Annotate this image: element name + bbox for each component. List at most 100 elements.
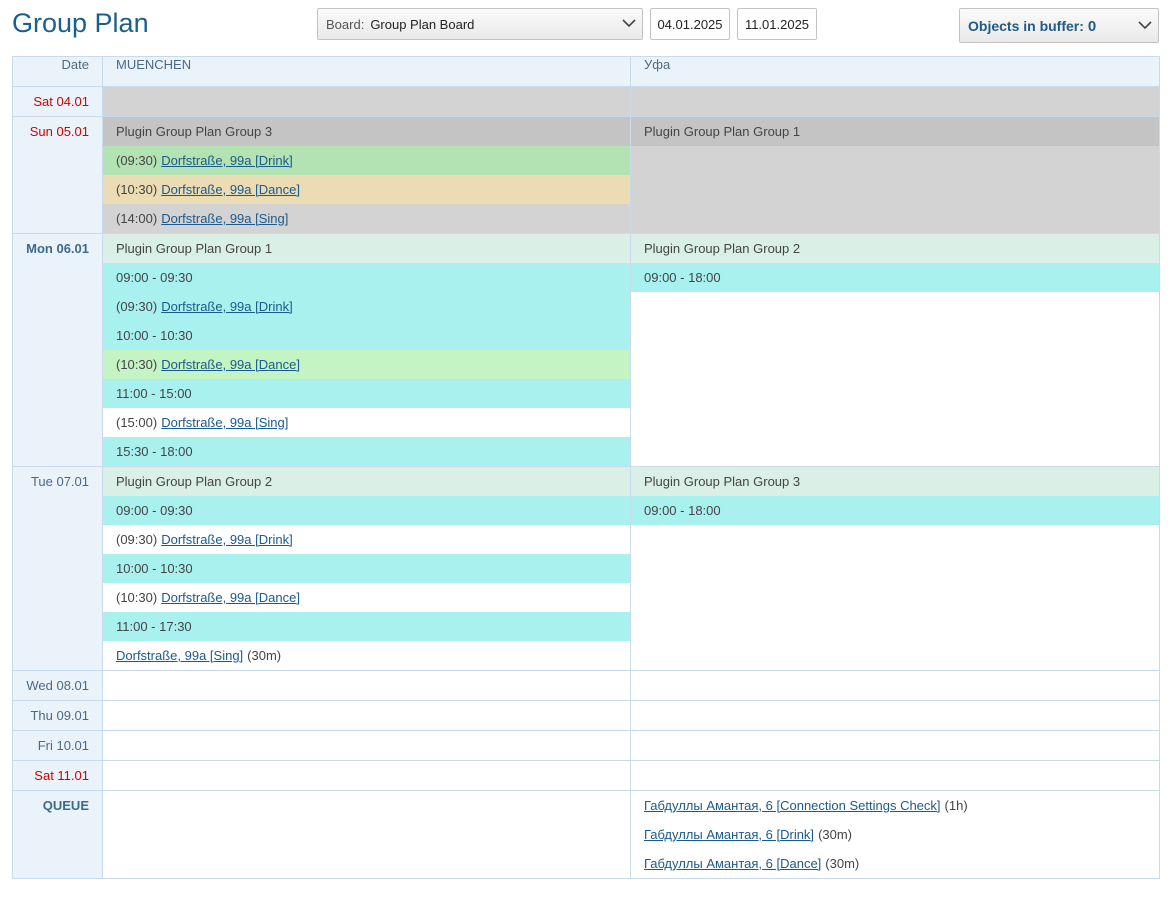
plan-item: Габдуллы Амантая, 6 [Dance] (30m) bbox=[631, 849, 1159, 878]
date-from[interactable]: 04.01.2025 bbox=[650, 8, 730, 40]
plan-cell bbox=[630, 670, 1160, 701]
item-link[interactable]: Габдуллы Амантая, 6 [Connection Settings… bbox=[644, 798, 941, 813]
day-row: Tue 07.01 Plugin Group Plan Group 2 09:00 … bbox=[12, 466, 1160, 671]
plan-item: 15:30 - 18:00 bbox=[103, 437, 630, 466]
day-row: Sat 04.01 bbox=[12, 86, 1160, 117]
item-link[interactable]: Габдуллы Амантая, 6 [Drink] bbox=[644, 827, 815, 842]
plan-item: (09:30) Dorfstraße, 99a [Drink] bbox=[103, 292, 630, 321]
item-duration: (1h) bbox=[944, 798, 968, 813]
item-text: 10:00 - 10:30 bbox=[116, 328, 193, 343]
item-link[interactable]: Dorfstraße, 99a [Sing] bbox=[161, 211, 289, 226]
item-link[interactable]: Dorfstraße, 99a [Dance] bbox=[161, 590, 300, 605]
plan-cell bbox=[630, 730, 1160, 761]
day-row: Sat 11.01 bbox=[12, 760, 1160, 791]
plan-item: Plugin Group Plan Group 1 bbox=[103, 234, 630, 263]
day-row: Thu 09.01 bbox=[12, 700, 1160, 731]
board-label: Board: bbox=[326, 17, 365, 32]
item-time: (15:00) bbox=[116, 415, 158, 430]
date-cell: Fri 10.01 bbox=[12, 730, 103, 761]
item-text: 09:00 - 18:00 bbox=[644, 503, 721, 518]
date-cell: Sat 04.01 bbox=[12, 86, 103, 117]
date-cell: Wed 08.01 bbox=[12, 670, 103, 701]
plan-cell: Габдуллы Амантая, 6 [Connection Settings… bbox=[630, 790, 1160, 879]
date-cell: Sat 11.01 bbox=[12, 760, 103, 791]
chevron bbox=[622, 19, 636, 28]
item-link[interactable]: Dorfstraße, 99a [Dance] bbox=[161, 357, 300, 372]
plan-item: Plugin Group Plan Group 3 bbox=[631, 467, 1159, 496]
date-cell: Mon 06.01 bbox=[12, 233, 103, 467]
item-link[interactable]: Dorfstraße, 99a [Drink] bbox=[161, 532, 293, 547]
plan-cell bbox=[630, 86, 1160, 117]
column-header: MUENCHEN bbox=[102, 56, 631, 87]
plan-cell bbox=[630, 700, 1160, 731]
item-text: Plugin Group Plan Group 1 bbox=[644, 124, 801, 139]
item-link[interactable]: Dorfstraße, 99a [Dance] bbox=[161, 182, 300, 197]
buffer-select[interactable]: Objects in buffer: 0 bbox=[959, 8, 1159, 43]
plan-cell bbox=[102, 760, 631, 791]
plan-cell bbox=[102, 670, 631, 701]
item-time: (10:30) bbox=[116, 590, 158, 605]
plan-cell: Plugin Group Plan Group 1 bbox=[630, 116, 1160, 234]
plan-item: Dorfstraße, 99a [Sing] (30m) bbox=[103, 641, 630, 670]
plan-cell bbox=[102, 86, 631, 117]
column-header: Date bbox=[12, 56, 103, 87]
item-text: 10:00 - 10:30 bbox=[116, 561, 193, 576]
day-row: QUEUE Габдуллы Амантая, 6 [Connection Set… bbox=[12, 790, 1160, 879]
plan-item: 09:00 - 09:30 bbox=[103, 496, 630, 525]
plan-item: Plugin Group Plan Group 2 bbox=[103, 467, 630, 496]
plan-cell: Plugin Group Plan Group 3 09:00 - 18:00 bbox=[630, 466, 1160, 671]
plan-item: Габдуллы Амантая, 6 [Drink] (30m) bbox=[631, 820, 1159, 849]
item-text: 09:00 - 18:00 bbox=[644, 270, 721, 285]
plan-item: Plugin Group Plan Group 3 bbox=[103, 117, 630, 146]
plan-item: Plugin Group Plan Group 2 bbox=[631, 234, 1159, 263]
plan-item: (10:30) Dorfstraße, 99a [Dance] bbox=[103, 583, 630, 612]
header-row: Date MUENCHEN Уфа bbox=[12, 56, 1160, 87]
plan-item: 11:00 - 15:00 bbox=[103, 379, 630, 408]
day-row: Sun 05.01 Plugin Group Plan Group 3 (09:30… bbox=[12, 116, 1160, 234]
item-text: 15:30 - 18:00 bbox=[116, 444, 193, 459]
item-time: (10:30) bbox=[116, 357, 158, 372]
buffer-count: 0 bbox=[1087, 18, 1097, 35]
plan-item: 09:00 - 09:30 bbox=[103, 263, 630, 292]
plan-cell bbox=[630, 760, 1160, 791]
item-link[interactable]: Dorfstraße, 99a [Sing] bbox=[116, 648, 244, 663]
item-time: (14:00) bbox=[116, 211, 158, 226]
page-title: Group Plan bbox=[12, 8, 149, 38]
plan-item: 11:00 - 17:30 bbox=[103, 612, 630, 641]
plan-item: Габдуллы Амантая, 6 [Connection Settings… bbox=[631, 791, 1159, 820]
board-value: Group Plan Board bbox=[370, 17, 475, 32]
item-duration: (30m) bbox=[818, 827, 853, 842]
item-link[interactable]: Габдуллы Амантая, 6 [Dance] bbox=[644, 856, 822, 871]
item-time: (09:30) bbox=[116, 153, 158, 168]
plan-item: 10:00 - 10:30 bbox=[103, 554, 630, 583]
plan-cell: Plugin Group Plan Group 2 09:00 - 18:00 bbox=[630, 233, 1160, 467]
item-time: (10:30) bbox=[116, 182, 158, 197]
item-text: 11:00 - 17:30 bbox=[116, 619, 192, 634]
item-text: Plugin Group Plan Group 1 bbox=[116, 241, 273, 256]
item-link[interactable]: Dorfstraße, 99a [Drink] bbox=[161, 153, 293, 168]
plan-cell bbox=[102, 700, 631, 731]
plan-item: (14:00) Dorfstraße, 99a [Sing] bbox=[103, 204, 630, 233]
plan-cell bbox=[102, 730, 631, 761]
board-select[interactable]: Board: Group Plan Board bbox=[317, 8, 643, 40]
plan-item: (09:30) Dorfstraße, 99a [Drink] bbox=[103, 146, 630, 175]
item-duration: (30m) bbox=[247, 648, 282, 663]
plan-cell: Plugin Group Plan Group 3 (09:30) Dorfstra… bbox=[102, 116, 631, 234]
item-time: (09:30) bbox=[116, 299, 158, 314]
date-cell: Tue 07.01 bbox=[12, 466, 103, 671]
date-to[interactable]: 11.01.2025 bbox=[737, 8, 817, 40]
item-text: 11:00 - 15:00 bbox=[116, 386, 192, 401]
item-link[interactable]: Dorfstraße, 99a [Drink] bbox=[161, 299, 293, 314]
plan-item: 09:00 - 18:00 bbox=[631, 496, 1159, 525]
day-row: Wed 08.01 bbox=[12, 670, 1160, 701]
plan-item: (10:30) Dorfstraße, 99a [Dance] bbox=[103, 175, 630, 204]
item-link[interactable]: Dorfstraße, 99a [Sing] bbox=[161, 415, 289, 430]
plan-item: 10:00 - 10:30 bbox=[103, 321, 630, 350]
item-duration: (30m) bbox=[825, 856, 860, 871]
date-cell: Sun 05.01 bbox=[12, 116, 103, 234]
column-header: Уфа bbox=[630, 56, 1160, 87]
plan-item: Plugin Group Plan Group 1 bbox=[631, 117, 1159, 146]
plan-item: (10:30) Dorfstraße, 99a [Dance] bbox=[103, 350, 630, 379]
item-time: (09:30) bbox=[116, 532, 158, 547]
